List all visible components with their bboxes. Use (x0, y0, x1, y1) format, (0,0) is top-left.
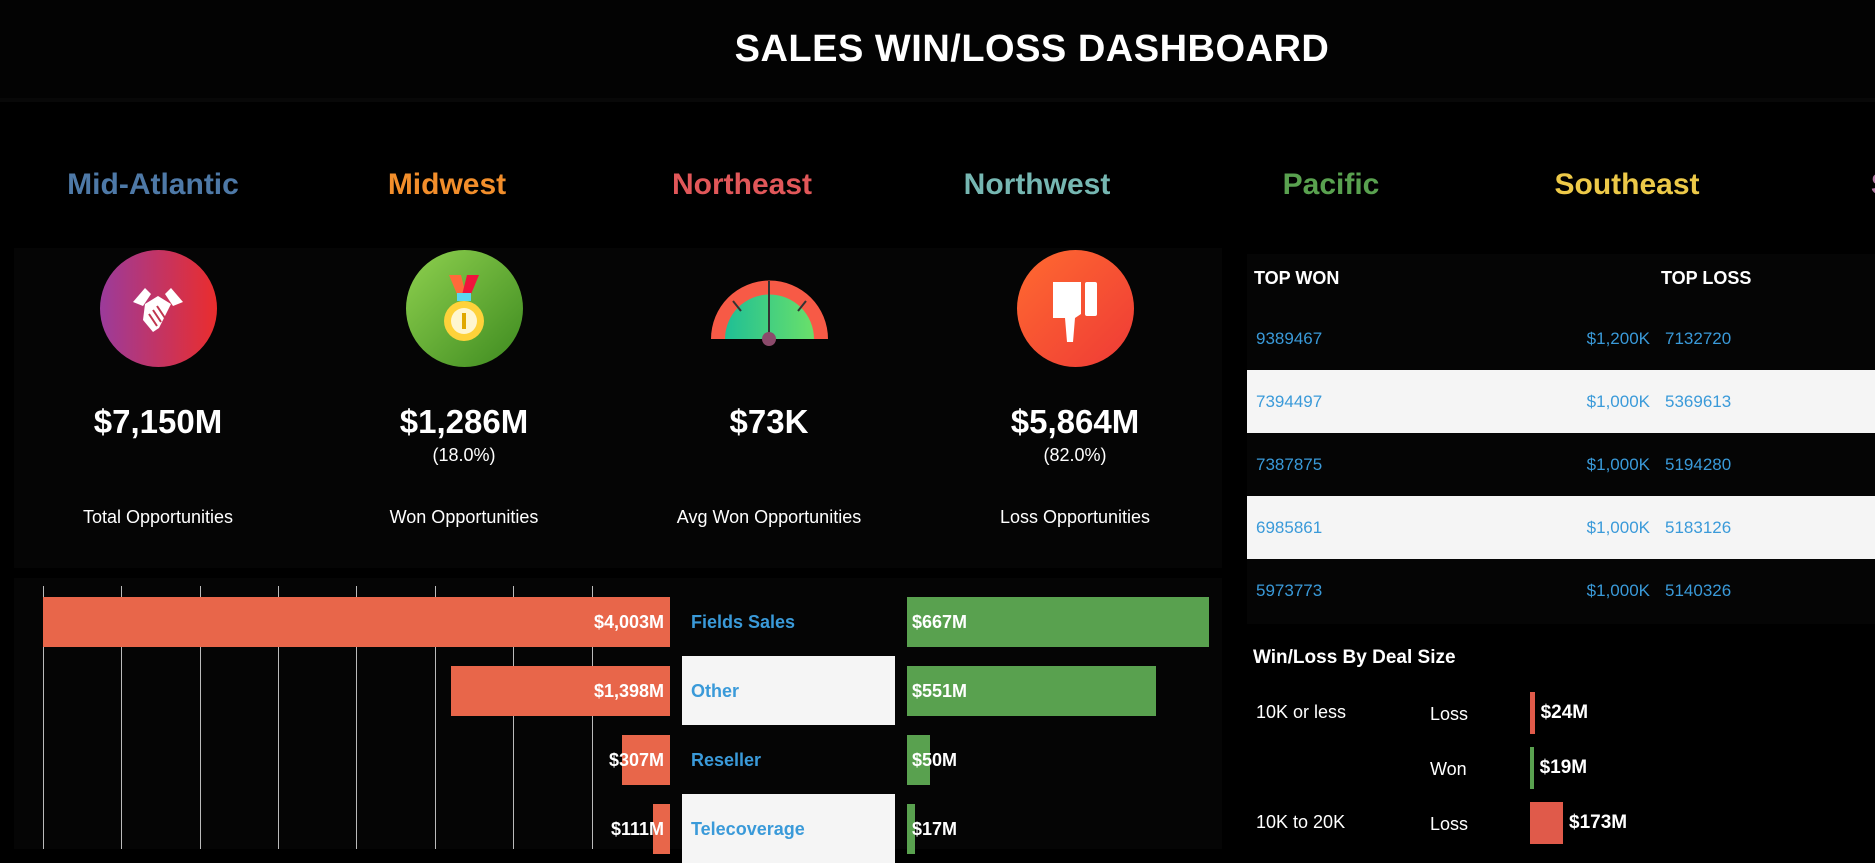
deal-size-group-label: 10K to 20K (1256, 812, 1346, 832)
top-loss-header: TOP LOSS (1661, 268, 1752, 288)
loss-bar-label: $307M (608, 750, 664, 770)
region-filter-northeast[interactable]: Northeast (671, 168, 813, 201)
deal-size-bar-label: $173M (1569, 812, 1628, 833)
won-bar-label: $667M (912, 612, 968, 632)
region-filter-pacific[interactable]: Pacific (1282, 168, 1380, 201)
category-label[interactable]: Fields Sales (691, 612, 796, 632)
gridline (356, 586, 358, 849)
loss-bar-label: $4,003M (593, 612, 664, 632)
gridline (513, 586, 515, 849)
kpi-value: $1,286M (399, 403, 529, 440)
won-value: $1,000K (1586, 455, 1650, 474)
kpi-pct: (82.0%) (1043, 445, 1107, 465)
header-bar (0, 0, 1875, 102)
kpi-pct (629, 445, 909, 469)
loss-id-link[interactable]: 5369613 (1665, 392, 1732, 411)
loss-id-link[interactable]: 5194280 (1665, 455, 1732, 474)
loss-bar[interactable] (451, 666, 670, 716)
won-id-link[interactable]: 7394497 (1256, 392, 1323, 411)
page-title: SALES WIN/LOSS DASHBOARD (734, 28, 1330, 70)
won-bar[interactable] (907, 597, 1209, 647)
won-bar-label: $17M (912, 819, 958, 839)
table-row (1247, 370, 1875, 433)
deal-size-group-label: 10K or less (1256, 702, 1347, 722)
gridline (591, 586, 593, 849)
loss-bar[interactable] (652, 804, 670, 854)
loss-id-link[interactable]: 5183126 (1665, 518, 1732, 537)
region-filter-southeast[interactable]: Southeast (1554, 168, 1700, 201)
loss-bar-label: $1,398M (593, 681, 664, 701)
kpi-value: $5,864M (1010, 403, 1140, 440)
region-filter-mid-atlantic[interactable]: Mid-Atlantic (67, 168, 239, 201)
region-filter-midwest[interactable]: Midwest (387, 168, 507, 201)
won-bar-label: $50M (912, 750, 958, 770)
deal-size-bar[interactable] (1530, 747, 1534, 789)
won-bar[interactable] (907, 666, 1157, 716)
loss-bar[interactable] (621, 735, 670, 785)
deal-size-bar-label: $19M (1539, 757, 1588, 778)
kpi-label: Avg Won Opportunities (676, 507, 862, 527)
category-label[interactable]: Other (691, 681, 740, 701)
category-band (682, 656, 895, 725)
won-value: $1,000K (1586, 518, 1650, 537)
deal-size-title: Win/Loss By Deal Size (1253, 647, 1456, 668)
kpi-loss: $5,864M (82.0%) Loss Opportunities (935, 250, 1215, 527)
category-label[interactable]: Reseller (691, 750, 762, 770)
gridline (121, 586, 123, 849)
won-value: $1,000K (1586, 581, 1650, 600)
kpi-pct (18, 445, 298, 469)
top-won-header: TOP WON (1254, 268, 1340, 288)
kpi-pct: (18.0%) (432, 445, 496, 465)
gridline (199, 586, 201, 849)
loss-id-link[interactable]: 7132720 (1665, 329, 1732, 348)
loss-bar-label: $111M (610, 819, 664, 839)
won-id-link[interactable]: 5973773 (1256, 581, 1323, 600)
won-bar-label: $551M (912, 681, 968, 701)
deal-size-bar[interactable] (1530, 802, 1563, 844)
deal-status-label: Loss (1430, 704, 1469, 724)
gauge-icon (710, 250, 828, 367)
kpi-label: Total Opportunities (82, 507, 234, 527)
won-bar[interactable] (907, 804, 915, 854)
won-bar[interactable] (907, 735, 930, 785)
kpi-label: Won Opportunities (389, 507, 539, 527)
deal-size-bar-label: $24M (1540, 702, 1589, 723)
won-id-link[interactable]: 6985861 (1256, 518, 1323, 537)
kpi-total: $7,150M Total Opportunities (18, 250, 298, 527)
kpi-value: $7,150M (93, 403, 223, 440)
loss-id-link[interactable]: 5140326 (1665, 581, 1732, 600)
kpi-avg-won: $73K Avg Won Opportunities (629, 250, 909, 527)
handshake-icon (99, 250, 217, 367)
medal-icon (405, 250, 523, 367)
category-label[interactable]: Telecoverage (691, 819, 805, 839)
thumbs-down-icon (1016, 250, 1134, 367)
region-filter-northwest[interactable]: Northwest (963, 168, 1111, 201)
won-id-link[interactable]: 9389467 (1256, 329, 1323, 348)
deal-status-label: Loss (1430, 814, 1469, 834)
gridline (434, 586, 436, 849)
kpi-value: $73K (729, 403, 809, 440)
gridline (42, 586, 44, 849)
deal-status-label: Won (1430, 759, 1467, 779)
won-id-link[interactable]: 7387875 (1256, 455, 1323, 474)
table-row (1247, 496, 1875, 559)
deal-size-bar[interactable] (1530, 692, 1535, 734)
kpi-won: $1,286M (18.0%) Won Opportunities (324, 250, 604, 527)
won-value: $1,200K (1586, 329, 1650, 348)
gridline (278, 586, 279, 849)
won-value: $1,000K (1586, 392, 1650, 411)
loss-bar[interactable] (43, 597, 670, 647)
kpi-label: Loss Opportunities (999, 507, 1151, 527)
top-table-panel (1247, 254, 1875, 624)
region-filter-so[interactable]: So (1871, 168, 1875, 202)
